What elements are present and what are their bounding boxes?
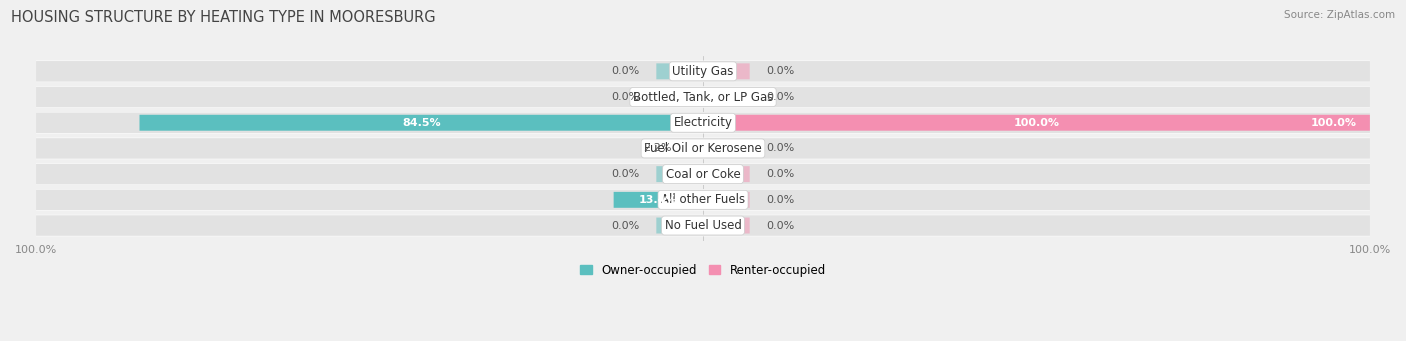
FancyBboxPatch shape (37, 112, 1369, 134)
FancyBboxPatch shape (37, 61, 1369, 81)
Text: All other Fuels: All other Fuels (661, 193, 745, 206)
FancyBboxPatch shape (657, 89, 703, 105)
FancyBboxPatch shape (703, 192, 749, 208)
Text: 0.0%: 0.0% (612, 221, 640, 231)
Text: 0.0%: 0.0% (612, 66, 640, 76)
Text: 0.0%: 0.0% (766, 144, 794, 153)
Text: HOUSING STRUCTURE BY HEATING TYPE IN MOORESBURG: HOUSING STRUCTURE BY HEATING TYPE IN MOO… (11, 10, 436, 25)
FancyBboxPatch shape (37, 189, 1369, 211)
FancyBboxPatch shape (37, 87, 1369, 107)
Text: 0.0%: 0.0% (766, 169, 794, 179)
FancyBboxPatch shape (703, 89, 749, 105)
FancyBboxPatch shape (37, 215, 1369, 236)
Text: 0.0%: 0.0% (766, 92, 794, 102)
FancyBboxPatch shape (37, 138, 1369, 159)
FancyBboxPatch shape (37, 190, 1369, 210)
FancyBboxPatch shape (703, 63, 749, 79)
FancyBboxPatch shape (37, 61, 1369, 82)
Text: 0.0%: 0.0% (766, 195, 794, 205)
Text: Electricity: Electricity (673, 116, 733, 129)
Text: Bottled, Tank, or LP Gas: Bottled, Tank, or LP Gas (633, 91, 773, 104)
FancyBboxPatch shape (613, 192, 703, 208)
FancyBboxPatch shape (657, 63, 703, 79)
Text: 13.4%: 13.4% (638, 195, 678, 205)
FancyBboxPatch shape (139, 115, 703, 131)
Text: Source: ZipAtlas.com: Source: ZipAtlas.com (1284, 10, 1395, 20)
Text: Coal or Coke: Coal or Coke (665, 168, 741, 181)
Text: 84.5%: 84.5% (402, 118, 440, 128)
FancyBboxPatch shape (37, 113, 1369, 133)
FancyBboxPatch shape (37, 215, 1369, 236)
Text: No Fuel Used: No Fuel Used (665, 219, 741, 232)
Text: 0.0%: 0.0% (612, 169, 640, 179)
FancyBboxPatch shape (703, 115, 1369, 131)
Text: 2.2%: 2.2% (643, 144, 672, 153)
FancyBboxPatch shape (37, 138, 1369, 159)
Text: 0.0%: 0.0% (766, 66, 794, 76)
Text: Fuel Oil or Kerosene: Fuel Oil or Kerosene (644, 142, 762, 155)
FancyBboxPatch shape (37, 163, 1369, 185)
Text: 0.0%: 0.0% (612, 92, 640, 102)
FancyBboxPatch shape (37, 164, 1369, 184)
FancyBboxPatch shape (703, 140, 749, 157)
FancyBboxPatch shape (703, 166, 749, 182)
Legend: Owner-occupied, Renter-occupied: Owner-occupied, Renter-occupied (575, 259, 831, 282)
FancyBboxPatch shape (37, 86, 1369, 108)
Text: 0.0%: 0.0% (766, 221, 794, 231)
Text: 100.0%: 100.0% (1310, 118, 1357, 128)
FancyBboxPatch shape (703, 218, 749, 234)
FancyBboxPatch shape (657, 166, 703, 182)
Text: 100.0%: 100.0% (1014, 118, 1060, 128)
FancyBboxPatch shape (657, 218, 703, 234)
Text: Utility Gas: Utility Gas (672, 65, 734, 78)
FancyBboxPatch shape (689, 140, 703, 157)
